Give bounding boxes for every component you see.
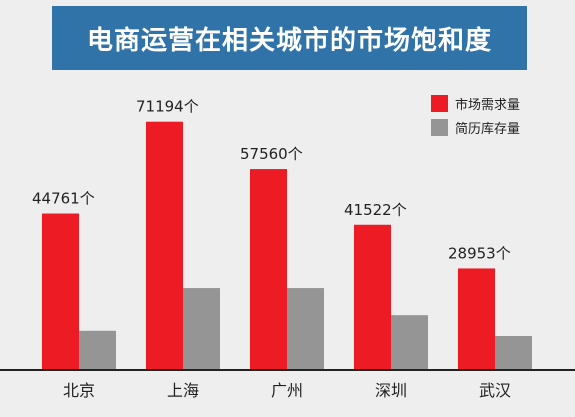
bar-resume-4 <box>495 336 532 369</box>
legend: 市场需求量 简历库存量 <box>431 91 520 139</box>
legend-label-resume: 简历库存量 <box>455 121 521 137</box>
x-tick-label-1: 上海 <box>167 381 199 400</box>
bar-resume-2 <box>287 288 324 369</box>
legend-label-demand: 市场需求量 <box>455 97 521 113</box>
bar-demand-2 <box>250 169 287 369</box>
data-label-0: 44761个 <box>32 190 95 208</box>
chart-title: 电商运营在相关城市的市场饱和度 <box>86 25 492 56</box>
x-tick-label-3: 深圳 <box>375 381 407 400</box>
legend-item-resume: 简历库存量 <box>431 115 520 139</box>
legend-swatch-resume <box>431 118 448 136</box>
legend-swatch-demand <box>431 94 448 112</box>
bar-demand-3 <box>354 224 391 369</box>
bar-demand-0 <box>42 213 79 369</box>
x-tick-label-0: 北京 <box>63 381 95 400</box>
x-tick-label-2: 广州 <box>271 381 303 400</box>
bar-resume-1 <box>183 288 220 369</box>
data-label-3: 41522个 <box>344 201 407 219</box>
data-label-4: 28953个 <box>448 244 511 262</box>
data-label-1: 71194个 <box>136 98 199 116</box>
title-bar: 电商运营在相关城市的市场饱和度 <box>52 6 527 70</box>
bar-demand-1 <box>146 121 183 370</box>
bar-demand-4 <box>458 268 495 369</box>
x-tick-label-4: 武汉 <box>479 381 511 400</box>
bar-resume-0 <box>79 330 116 369</box>
legend-item-demand: 市场需求量 <box>431 91 520 115</box>
bar-resume-3 <box>391 315 428 369</box>
data-label-2: 57560个 <box>240 145 303 163</box>
